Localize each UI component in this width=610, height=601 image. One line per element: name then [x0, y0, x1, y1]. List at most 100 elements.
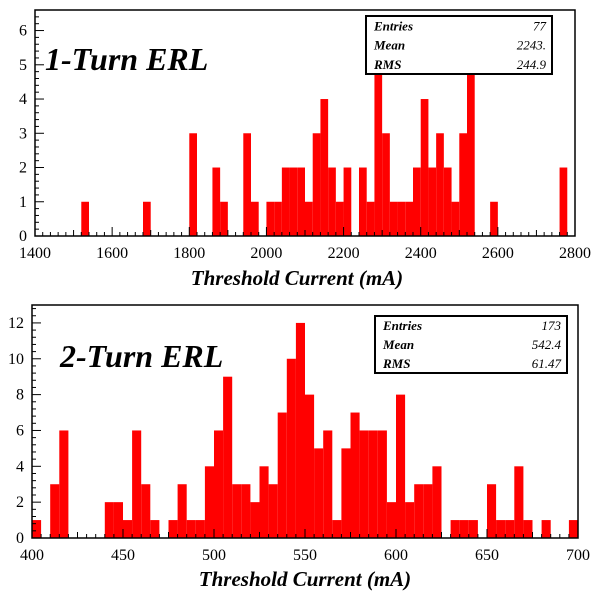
histogram-bar — [368, 430, 378, 538]
histogram-bar — [505, 520, 515, 538]
x-axis-label: Threshold Current (mA) — [191, 266, 403, 290]
stats-box-frame — [374, 315, 568, 374]
x-axis-label: Threshold Current (mA) — [199, 567, 411, 591]
histogram-bar — [104, 502, 114, 538]
stats-label: Mean — [382, 337, 414, 352]
histogram-bar — [189, 133, 197, 236]
histogram-bar — [332, 520, 342, 538]
y-tick-label: 0 — [16, 530, 24, 547]
y-tick-label: 2 — [19, 160, 27, 177]
histogram-bar — [496, 520, 506, 538]
histogram-bar — [251, 201, 259, 236]
histogram-bar — [289, 167, 298, 236]
histogram-bar — [420, 99, 429, 236]
stats-label: Entries — [373, 18, 413, 33]
histogram-bar — [259, 466, 269, 538]
y-tick-label: 12 — [8, 315, 24, 332]
histogram-bar — [220, 201, 228, 236]
histogram-bar — [405, 201, 413, 236]
stats-value: 77 — [533, 18, 547, 33]
histogram-bar — [323, 430, 333, 538]
histogram-bar — [328, 167, 336, 236]
y-tick-label: 3 — [19, 125, 27, 142]
histogram-bar — [366, 201, 375, 236]
histogram-bar — [350, 412, 360, 538]
histogram-bar — [168, 520, 178, 538]
histogram-bar — [396, 394, 406, 538]
histogram-bar — [382, 133, 390, 236]
x-tick-label: 2400 — [405, 245, 437, 262]
y-tick-label: 5 — [19, 57, 27, 74]
histogram-bar — [568, 520, 578, 538]
histogram-bar — [359, 167, 367, 236]
histogram-bar — [268, 484, 278, 538]
x-tick-label: 1600 — [96, 245, 128, 262]
histogram-bar — [186, 520, 196, 538]
histogram-bar — [113, 502, 123, 538]
stats-value: 2243. — [517, 38, 546, 53]
histogram-bar — [450, 520, 460, 538]
histogram-bar — [232, 484, 242, 538]
histogram-bar — [50, 484, 60, 538]
histogram-bar — [223, 376, 233, 538]
histogram-bar — [214, 430, 224, 538]
x-tick-label: 2200 — [328, 245, 360, 262]
histogram-bar — [295, 322, 305, 538]
histogram-bar — [432, 466, 442, 538]
histogram-bar — [487, 484, 497, 538]
histogram-bar — [243, 133, 251, 236]
histogram-bar — [389, 201, 398, 236]
histogram-bar — [414, 484, 424, 538]
histogram-bar — [428, 167, 437, 236]
x-tick-label: 500 — [202, 547, 226, 564]
stats-box: Entries 173 Mean 542.4 RMS 61.47 — [374, 315, 568, 374]
histogram-bar — [423, 484, 433, 538]
histogram-bar — [150, 520, 160, 538]
histogram-bar — [468, 520, 478, 538]
histogram-bar — [241, 484, 251, 538]
x-tick-label: 2800 — [559, 245, 591, 262]
histogram-bar — [335, 201, 344, 236]
stats-value: 173 — [542, 318, 562, 333]
y-tick-label: 8 — [16, 387, 24, 404]
histogram-bar — [305, 201, 313, 236]
histogram-bar — [143, 201, 151, 236]
stats-value: 542.4 — [532, 337, 562, 352]
histogram-bars — [81, 30, 568, 236]
histogram-bar — [277, 412, 287, 538]
histogram-bar — [123, 520, 133, 538]
histogram-bar — [32, 520, 42, 538]
x-axis: 1400 1600 1800 2000 2200 2400 2600 2800 — [19, 227, 591, 262]
histogram-bar — [397, 201, 406, 236]
histogram-bar — [386, 502, 396, 538]
stats-value: 61.47 — [532, 356, 562, 371]
histogram-bar — [274, 201, 282, 236]
y-tick-label: 2 — [16, 494, 24, 511]
x-tick-label: 600 — [384, 547, 408, 564]
x-tick-label: 1800 — [173, 245, 205, 262]
histogram-bar — [312, 133, 321, 236]
histogram-bar — [59, 430, 69, 538]
x-tick-label: 400 — [20, 547, 44, 564]
x-tick-label: 2600 — [482, 245, 514, 262]
histogram-2-turn-erl: 400 450 500 550 600 650 700 0 2 4 6 8 10 12 2-Turn ERL… — [8, 304, 590, 591]
histogram-bar — [212, 167, 221, 236]
stats-label: RMS — [382, 356, 410, 371]
chart-title: 2-Turn ERL — [59, 338, 223, 374]
histogram-bar — [459, 520, 469, 538]
histogram-bar — [305, 394, 315, 538]
y-tick-label: 1 — [19, 194, 27, 211]
histogram-bar — [132, 430, 142, 538]
histogram-bar — [81, 201, 89, 236]
histogram-bar — [443, 167, 452, 236]
histogram-bar — [204, 466, 214, 538]
y-tick-label: 6 — [16, 422, 24, 439]
histogram-bar — [451, 201, 460, 236]
histogram-bar — [541, 520, 551, 538]
histogram-bar — [490, 201, 498, 236]
histogram-bar — [314, 448, 324, 538]
y-tick-label: 6 — [19, 23, 27, 40]
histogram-bar — [320, 99, 329, 236]
